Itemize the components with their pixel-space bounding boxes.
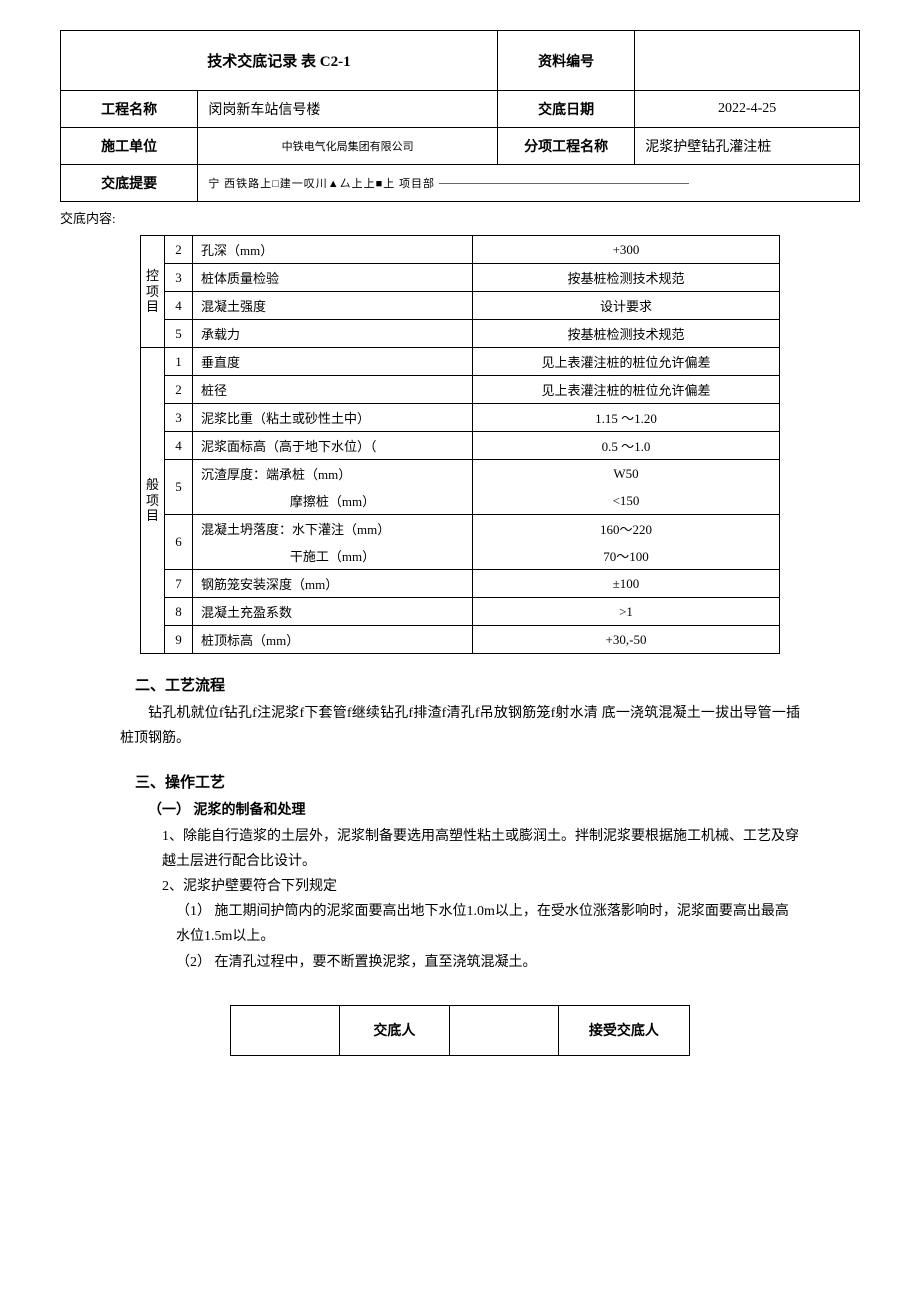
group1-label: 控 项 目 [141, 236, 165, 348]
section3-sub1: （一） 泥浆的制备和处理 [120, 798, 800, 823]
row-desc: 泥浆比重（粘土或砂性土中） [193, 404, 473, 432]
row-num: 8 [165, 598, 193, 626]
sig-blank1 [231, 1005, 340, 1055]
row-desc: 垂直度 [193, 348, 473, 376]
row-desc: 桩径 [193, 376, 473, 404]
row-num: 2 [165, 236, 193, 264]
dash-line [439, 183, 689, 184]
row-num: 3 [165, 264, 193, 292]
sig-delivered-by-label: 交底人 [340, 1005, 449, 1055]
row-val: 按基桩检测技术规范 [473, 264, 780, 292]
section3-title: 三、操作工艺 [120, 771, 800, 792]
row-val: ±100 [473, 570, 780, 598]
row-desc: 承载力 [193, 320, 473, 348]
row-desc: 沉渣厚度：端承桩（mm） [193, 460, 473, 488]
signature-table: 交底人 接受交底人 [230, 1005, 690, 1056]
group2-label: 般 项 目 [141, 348, 165, 654]
section2-title: 二、工艺流程 [120, 674, 800, 695]
section3-li2a: （1） 施工期间护筒内的泥浆面要高出地下水位1.0m以上，在受水位涨落影响时，泥… [176, 899, 800, 949]
row-num: 5 [165, 320, 193, 348]
row-num: 1 [165, 348, 193, 376]
date-label: 交底日期 [497, 91, 634, 128]
row-desc: 摩擦桩（mm） [193, 487, 473, 515]
row-val: 见上表灌注桩的桩位允许偏差 [473, 376, 780, 404]
row-val: 见上表灌注桩的桩位允许偏差 [473, 348, 780, 376]
row-num: 4 [165, 432, 193, 460]
section3-li2: 2、泥浆护壁要符合下列规定 [162, 874, 800, 899]
doc-no-label: 资料编号 [497, 31, 634, 91]
row-desc: 混凝土充盈系数 [193, 598, 473, 626]
subproj-label: 分项工程名称 [497, 128, 634, 165]
row-val: 1.15 〜1.20 [473, 404, 780, 432]
content-label: 交底内容: [60, 208, 860, 227]
row-val: 0.5 〜1.0 [473, 432, 780, 460]
row-num: 3 [165, 404, 193, 432]
proj-name-label: 工程名称 [61, 91, 198, 128]
row-val: W50 [473, 460, 780, 488]
row-val: 160〜220 [473, 515, 780, 543]
data-table: 控 项 目2孔深（mm）+3003桩体质量检验按基桩检测技术规范4混凝土强度设计… [140, 235, 780, 654]
date-value: 2022-4-25 [635, 91, 860, 128]
row-desc: 钢筋笼安装深度（mm） [193, 570, 473, 598]
row-val: +300 [473, 236, 780, 264]
row-desc: 干施工（mm） [193, 542, 473, 570]
row-val: 设计要求 [473, 292, 780, 320]
section3-li1: 1、除能自行造浆的土层外，泥浆制备要选用高塑性粘土或膨润土。拌制泥浆要根据施工机… [162, 824, 800, 874]
form-title: 技术交底记录 表 C2-1 [61, 31, 498, 91]
proj-name: 闵岗新车站信号楼 [198, 91, 498, 128]
row-num: 6 [165, 515, 193, 570]
row-desc: 孔深（mm） [193, 236, 473, 264]
row-val: <150 [473, 487, 780, 515]
sig-blank2 [449, 1005, 558, 1055]
row-num: 4 [165, 292, 193, 320]
row-num: 5 [165, 460, 193, 515]
section2-body: 钻孔机就位f钻孔f注泥浆f下套管f继续钻孔f排渣f清孔f吊放钢筋笼f射水清 底一… [120, 701, 800, 751]
doc-no [635, 31, 860, 91]
unit-label: 施工单位 [61, 128, 198, 165]
section3-li2b: （2） 在清孔过程中，要不断置换泥浆，直至浇筑混凝土。 [176, 950, 800, 975]
summary-label: 交底提要 [61, 165, 198, 202]
row-num: 9 [165, 626, 193, 654]
row-desc: 混凝土坍落度：水下灌注（mm） [193, 515, 473, 543]
row-num: 2 [165, 376, 193, 404]
row-val: >1 [473, 598, 780, 626]
row-desc: 混凝土强度 [193, 292, 473, 320]
summary-value: 宁 西铁路上□建一叹川▲厶上上■上 项目部 [198, 165, 860, 202]
header-table: 技术交底记录 表 C2-1 资料编号 工程名称 闵岗新车站信号楼 交底日期 20… [60, 30, 860, 202]
row-val: 70〜100 [473, 542, 780, 570]
sig-received-by-label: 接受交底人 [558, 1005, 689, 1055]
row-num: 7 [165, 570, 193, 598]
row-desc: 泥浆面标高（高于地下水位）（ [193, 432, 473, 460]
row-val: +30,-50 [473, 626, 780, 654]
row-val: 按基桩检测技术规范 [473, 320, 780, 348]
row-desc: 桩体质量检验 [193, 264, 473, 292]
unit-value: 中铁电气化局集团有限公司 [198, 128, 498, 165]
row-desc: 桩顶标高（mm） [193, 626, 473, 654]
subproj-value: 泥浆护壁钻孔灌注桩 [635, 128, 860, 165]
